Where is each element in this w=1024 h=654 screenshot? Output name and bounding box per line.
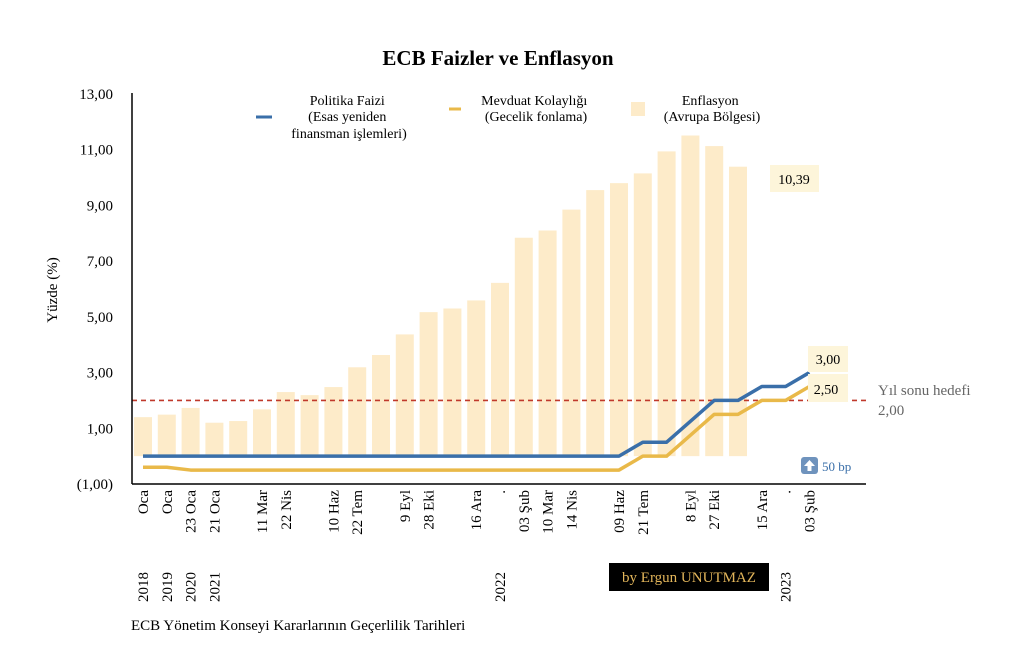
inflation-bar [348, 367, 367, 457]
x-tick-label: . [779, 490, 795, 494]
inflation-bar [372, 355, 390, 457]
policy-label-box [808, 346, 848, 372]
inflation-bar [538, 230, 557, 457]
inflation-bar [419, 312, 438, 457]
x-tick-label: 9 Eyl [398, 490, 414, 522]
inflation-label-box [770, 165, 819, 192]
inflation-bar [395, 334, 414, 457]
y-axis-label: Yüzde (%) [45, 257, 61, 322]
legend-deposit-line1: Mevduat Kolaylığı [481, 94, 587, 109]
legend-inflation-line2: (Avrupa Bölgesi) [664, 110, 761, 125]
inflation-bar [729, 166, 747, 457]
target-label-line2: 2,00 [878, 403, 904, 419]
x-tick-label: 22 Nis [279, 490, 295, 530]
inflation-bar [443, 308, 462, 457]
deposit-label-box [808, 374, 848, 402]
x-tick-label: 22 Tem [350, 490, 366, 535]
legend-deposit: Mevduat Kolaylığı (Gecelik fonlama) [481, 94, 591, 125]
x-tick-label: 10 Haz [326, 490, 342, 533]
x-tick-label: 21 Oca [207, 490, 223, 533]
x-tick-label: 10 Mar [541, 490, 557, 534]
y-tick-label: 11,00 [80, 143, 113, 159]
deposit-rate-line [143, 384, 811, 472]
x-tick-label: 23 Oca [184, 490, 200, 533]
inflation-last-label: 10,39 [778, 173, 810, 188]
inflation-bar [491, 282, 509, 457]
x-tick-label: 11 Mar [255, 490, 271, 533]
y-tick-label: 9,00 [87, 198, 113, 214]
x-year-label: 2018 [136, 572, 152, 602]
inflation-bar [514, 237, 533, 457]
legend-policy-line1: Politika Faizi [310, 94, 385, 109]
x-year-label: 2019 [160, 572, 176, 602]
inflation-bar [181, 407, 200, 457]
x-tick-label: 15 Ara [755, 490, 771, 531]
x-year-label: 2020 [184, 572, 200, 602]
x-tick-label: 03 Şub [802, 490, 818, 532]
x-year-label: 2023 [779, 572, 795, 602]
inflation-bar [586, 190, 605, 457]
x-tick-label: 28 Eki [422, 490, 438, 530]
x-tick-label: Oca [136, 490, 152, 514]
policy-rate-line [143, 371, 811, 458]
hike-label: 50 bp [822, 459, 851, 474]
credit-text: by Ergun UNUTMAZ [622, 570, 756, 586]
x-tick-label: 16 Ara [469, 490, 485, 531]
inflation-bar [681, 135, 700, 457]
y-tick-label: 1,00 [87, 421, 113, 437]
inflation-bar [705, 146, 724, 457]
target-label: Yıl sonu hedefi 2,00 [878, 383, 974, 419]
x-tick-label: 14 Nis [564, 490, 580, 530]
y-tick-label: 3,00 [87, 366, 113, 382]
x-year-label: 2021 [207, 572, 223, 602]
x-year-label: 2022 [493, 572, 509, 602]
y-tick-label: 5,00 [87, 310, 113, 326]
inflation-bar [324, 387, 343, 457]
legend-inflation-line1: Enflasyon [682, 94, 739, 109]
up-arrow-icon [801, 457, 818, 474]
inflation-bar [205, 422, 224, 457]
credit-box [609, 563, 769, 591]
legend-deposit-line2: (Gecelik fonlama) [485, 110, 588, 125]
x-tick-label: 09 Haz [612, 490, 628, 533]
inflation-bar [157, 414, 176, 457]
legend: Politika Faizi (Esas yeniden finansman i… [256, 94, 761, 142]
legend-policy-line2: (Esas yeniden [308, 110, 386, 125]
y-tick-label: 7,00 [87, 254, 113, 270]
x-tick-label: 03 Şub [517, 490, 533, 532]
inflation-bar [134, 417, 152, 457]
target-label-line1: Yıl sonu hedefi [878, 383, 970, 399]
y-tick-label: 13,00 [79, 87, 113, 103]
x-tick-label: 21 Tem [636, 490, 652, 535]
inflation-bar [610, 183, 628, 457]
x-tick-label: Oca [160, 490, 176, 514]
inflation-bar [633, 173, 652, 457]
chart-title: ECB Faizler ve Enflasyon [382, 46, 614, 70]
inflation-bar [300, 395, 319, 457]
inflation-bar [562, 209, 581, 457]
inflation-bar [657, 151, 676, 457]
inflation-bar [229, 421, 248, 457]
inflation-bar [276, 392, 295, 457]
y-tick-label: (1,00) [77, 477, 113, 493]
inflation-bar [253, 409, 271, 457]
legend-swatch-inflation [631, 102, 645, 116]
x-tick-label: 27 Eki [707, 490, 723, 530]
deposit-last-label: 2,50 [814, 383, 839, 398]
legend-inflation: Enflasyon (Avrupa Bölgesi) [664, 94, 761, 125]
x-tick-label: 8 Eyl [683, 490, 699, 522]
legend-policy: Politika Faizi (Esas yeniden finansman i… [291, 94, 407, 142]
legend-policy-line3: finansman işlemleri) [291, 127, 407, 142]
x-axis-label: ECB Yönetim Konseyi Kararlarının Geçerli… [131, 618, 465, 634]
x-tick-label: . [493, 490, 509, 494]
inflation-bar [467, 300, 486, 457]
policy-last-label: 3,00 [816, 353, 841, 368]
